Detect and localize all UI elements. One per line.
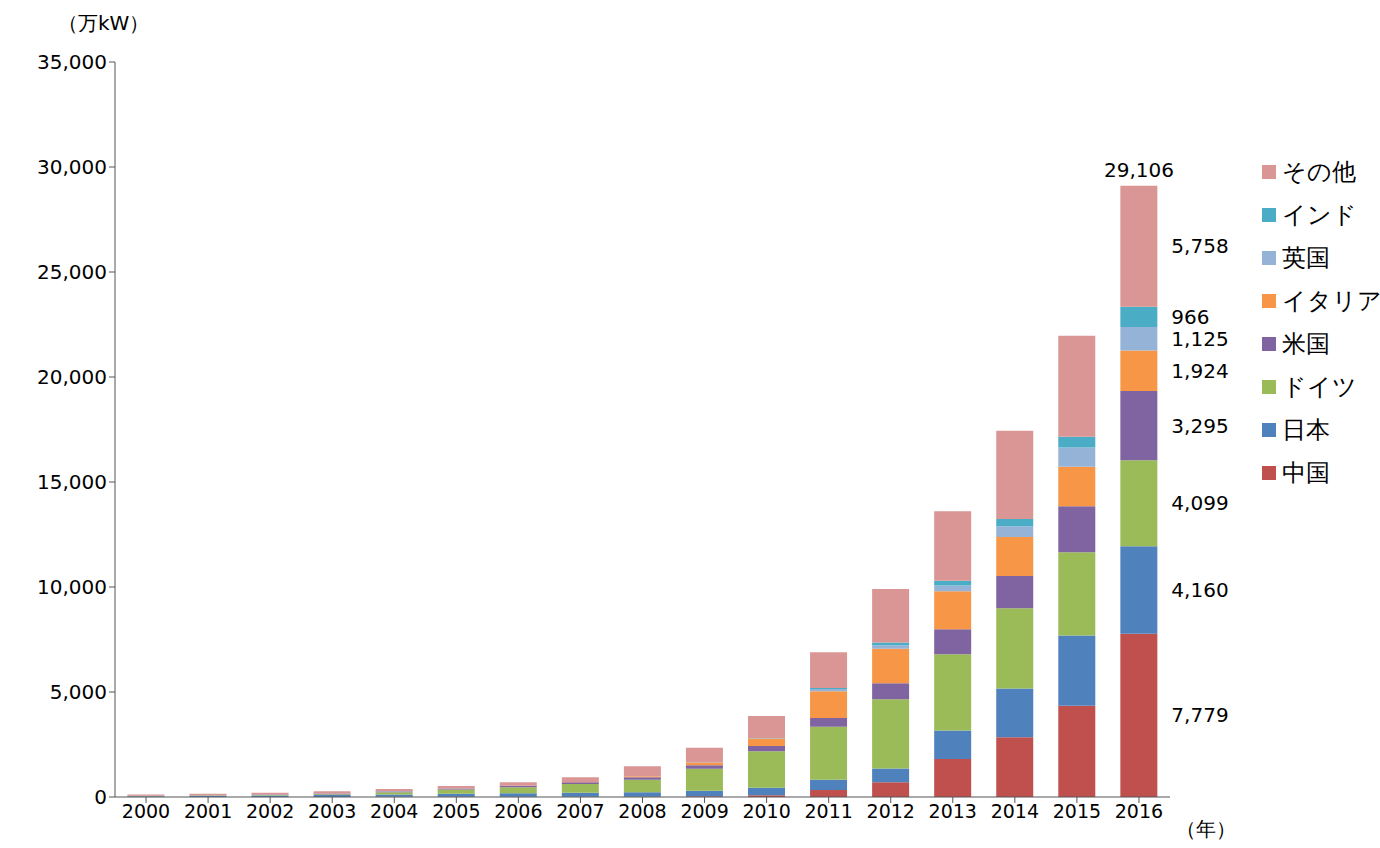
html-text:日本: 日本 [1282, 415, 1330, 444]
svg-text:2011: 2011 [804, 800, 852, 822]
svg-text:2002: 2002 [246, 800, 294, 822]
svg-text:2006: 2006 [494, 800, 542, 822]
svg-text:15,000: 15,000 [37, 470, 107, 494]
svg-text:1,125: 1,125 [1171, 327, 1228, 351]
svg-text:25,000: 25,000 [37, 260, 107, 284]
svg-text:2005: 2005 [432, 800, 480, 822]
html-text:米国: 米国 [1282, 329, 1330, 358]
svg-text:3,295: 3,295 [1171, 414, 1228, 438]
svg-text:2007: 2007 [556, 800, 604, 822]
svg-text:966: 966 [1171, 305, 1209, 329]
svg-text:2014: 2014 [991, 800, 1039, 822]
svg-text:2004: 2004 [370, 800, 418, 822]
svg-text:4,160: 4,160 [1171, 578, 1228, 602]
html-text:（万kW）: （万kW） [58, 11, 150, 35]
svg-text:5,000: 5,000 [50, 680, 107, 704]
svg-text:0: 0 [94, 785, 107, 809]
svg-text:2001: 2001 [184, 800, 232, 822]
svg-text:2012: 2012 [867, 800, 915, 822]
svg-text:2010: 2010 [742, 800, 790, 822]
svg-text:2013: 2013 [929, 800, 977, 822]
html-text:その他: その他 [1282, 157, 1356, 186]
svg-text:5,758: 5,758 [1171, 234, 1228, 258]
svg-text:20,000: 20,000 [37, 365, 107, 389]
svg-text:10,000: 10,000 [37, 575, 107, 599]
svg-text:2009: 2009 [680, 800, 728, 822]
svg-text:29,106: 29,106 [1104, 158, 1174, 182]
svg-text:2000: 2000 [122, 800, 170, 822]
svg-text:4,099: 4,099 [1171, 491, 1228, 515]
svg-text:1,924: 1,924 [1171, 359, 1228, 383]
html-text:中国: 中国 [1282, 458, 1330, 487]
svg-text:30,000: 30,000 [37, 155, 107, 179]
svg-text:2008: 2008 [618, 800, 666, 822]
svg-text:2015: 2015 [1053, 800, 1101, 822]
svg-text:2016: 2016 [1115, 800, 1163, 822]
svg-text:2003: 2003 [308, 800, 356, 822]
svg-text:7,779: 7,779 [1171, 703, 1228, 727]
html-text:ドイツ: ドイツ [1282, 372, 1357, 401]
html-text:インド: インド [1282, 200, 1357, 229]
svg-text:35,000: 35,000 [37, 50, 107, 74]
html-text:英国: 英国 [1282, 243, 1330, 272]
html-text:（年）: （年） [1176, 817, 1236, 841]
